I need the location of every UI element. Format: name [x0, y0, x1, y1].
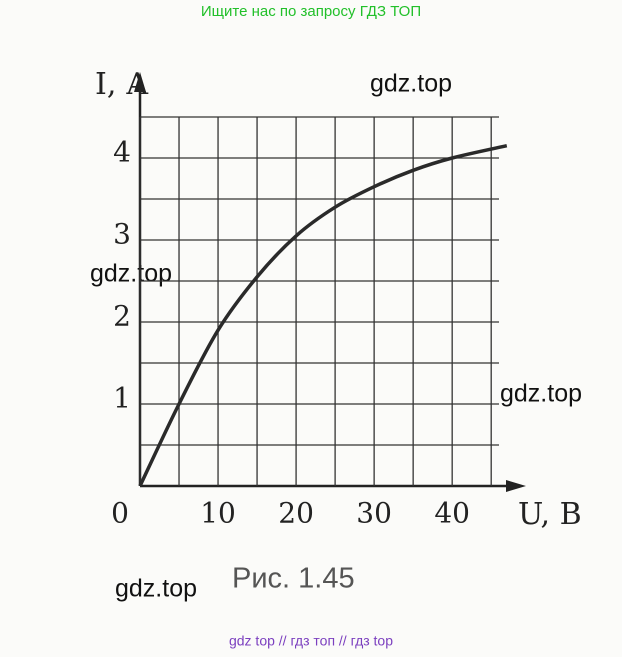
y-tick-label: 2 [113, 300, 131, 333]
plot: 0 10 20 30 40 1 2 3 4 [111, 116, 508, 530]
watermark: gdz.top [500, 380, 582, 408]
y-axis-title: I, А [95, 67, 149, 102]
header: Ищите нас по запросу ГДЗ ТОП [201, 3, 421, 20]
caption: Рис. 1.45 [232, 563, 355, 595]
x-tick-label: 20 [278, 497, 314, 530]
x-tick-label: 10 [200, 497, 236, 530]
y-tick-label: 1 [113, 382, 131, 415]
watermark: gdz.top [90, 260, 172, 288]
y-arrow [134, 72, 146, 92]
footer: gdz top // гдз топ // гдз top [229, 633, 393, 649]
y-tick-label: 3 [113, 218, 131, 251]
x-tick-label: 30 [356, 497, 392, 530]
x-axis-title: U, В [518, 497, 582, 532]
x-arrow [506, 480, 526, 492]
curve [138, 143, 508, 487]
watermark: gdz.top [115, 575, 197, 603]
x-tick-label: 40 [434, 497, 470, 530]
watermark: gdz.top [370, 70, 452, 98]
x-tick-label: 0 [111, 497, 129, 530]
y-tick-label: 4 [113, 136, 131, 169]
